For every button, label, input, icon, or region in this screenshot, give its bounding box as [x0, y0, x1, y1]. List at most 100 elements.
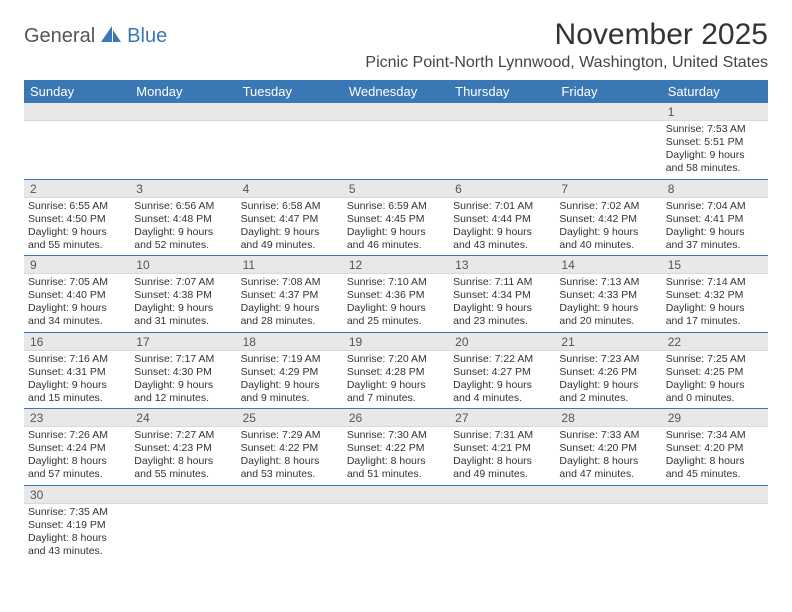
sunset-line: Sunset: 4:47 PM: [241, 213, 339, 226]
day-cell: Sunrise: 7:16 AMSunset: 4:31 PMDaylight:…: [24, 351, 130, 409]
day-cell: [662, 504, 768, 562]
day-cell: Sunrise: 7:05 AMSunset: 4:40 PMDaylight:…: [24, 274, 130, 332]
day-number: 2: [24, 180, 130, 197]
day-number-row: 9101112131415: [24, 256, 768, 274]
day-cell: Sunrise: 7:35 AMSunset: 4:19 PMDaylight:…: [24, 504, 130, 562]
day-number: 3: [130, 180, 236, 197]
daylight-line: Daylight: 8 hours and 49 minutes.: [453, 455, 551, 481]
sunset-line: Sunset: 4:48 PM: [134, 213, 232, 226]
day-number: 7: [555, 180, 661, 197]
daylight-line: Daylight: 9 hours and 0 minutes.: [666, 379, 764, 405]
day-number: 13: [449, 256, 555, 273]
daylight-line: Daylight: 9 hours and 43 minutes.: [453, 226, 551, 252]
day-cell: Sunrise: 7:10 AMSunset: 4:36 PMDaylight:…: [343, 274, 449, 332]
day-cell: Sunrise: 7:13 AMSunset: 4:33 PMDaylight:…: [555, 274, 661, 332]
sunrise-line: Sunrise: 6:59 AM: [347, 200, 445, 213]
sunset-line: Sunset: 4:28 PM: [347, 366, 445, 379]
day-cell: [343, 504, 449, 562]
day-number: 14: [555, 256, 661, 273]
day-number: 15: [662, 256, 768, 273]
sunset-line: Sunset: 4:29 PM: [241, 366, 339, 379]
weekday-label: Thursday: [449, 80, 555, 103]
weekday-label: Friday: [555, 80, 661, 103]
day-content-row: Sunrise: 7:26 AMSunset: 4:24 PMDaylight:…: [24, 427, 768, 486]
day-cell: Sunrise: 7:29 AMSunset: 4:22 PMDaylight:…: [237, 427, 343, 485]
day-number: [555, 103, 661, 120]
sunrise-line: Sunrise: 7:22 AM: [453, 353, 551, 366]
day-number: [555, 486, 661, 503]
sunset-line: Sunset: 4:24 PM: [28, 442, 126, 455]
day-cell: Sunrise: 6:56 AMSunset: 4:48 PMDaylight:…: [130, 198, 236, 256]
day-number: 21: [555, 333, 661, 350]
sunrise-line: Sunrise: 7:35 AM: [28, 506, 126, 519]
daylight-line: Daylight: 9 hours and 40 minutes.: [559, 226, 657, 252]
daylight-line: Daylight: 9 hours and 49 minutes.: [241, 226, 339, 252]
day-number: 30: [24, 486, 130, 503]
day-content-row: Sunrise: 6:55 AMSunset: 4:50 PMDaylight:…: [24, 198, 768, 257]
day-number: 4: [237, 180, 343, 197]
day-number: [449, 103, 555, 120]
sunset-line: Sunset: 4:40 PM: [28, 289, 126, 302]
sunrise-line: Sunrise: 7:16 AM: [28, 353, 126, 366]
sunrise-line: Sunrise: 7:02 AM: [559, 200, 657, 213]
day-cell: Sunrise: 7:34 AMSunset: 4:20 PMDaylight:…: [662, 427, 768, 485]
sunrise-line: Sunrise: 7:04 AM: [666, 200, 764, 213]
day-number: 20: [449, 333, 555, 350]
sunrise-line: Sunrise: 6:55 AM: [28, 200, 126, 213]
day-cell: Sunrise: 7:53 AMSunset: 5:51 PMDaylight:…: [662, 121, 768, 179]
day-number: [662, 486, 768, 503]
sunrise-line: Sunrise: 6:58 AM: [241, 200, 339, 213]
daylight-line: Daylight: 9 hours and 4 minutes.: [453, 379, 551, 405]
weekday-label: Tuesday: [237, 80, 343, 103]
day-number: 18: [237, 333, 343, 350]
sunset-line: Sunset: 4:37 PM: [241, 289, 339, 302]
day-number-row: 2345678: [24, 180, 768, 198]
day-number: 22: [662, 333, 768, 350]
daylight-line: Daylight: 8 hours and 47 minutes.: [559, 455, 657, 481]
day-content-row: Sunrise: 7:05 AMSunset: 4:40 PMDaylight:…: [24, 274, 768, 333]
month-title: November 2025: [365, 18, 768, 52]
day-content-row: Sunrise: 7:35 AMSunset: 4:19 PMDaylight:…: [24, 504, 768, 562]
sunrise-line: Sunrise: 7:25 AM: [666, 353, 764, 366]
header: General Blue November 2025 Picnic Point-…: [24, 18, 768, 72]
day-number-row: 30: [24, 486, 768, 504]
title-block: November 2025 Picnic Point-North Lynnwoo…: [365, 18, 768, 72]
sunset-line: Sunset: 4:20 PM: [559, 442, 657, 455]
sunset-line: Sunset: 4:30 PM: [134, 366, 232, 379]
weekday-header: SundayMondayTuesdayWednesdayThursdayFrid…: [24, 80, 768, 103]
sunrise-line: Sunrise: 7:10 AM: [347, 276, 445, 289]
calendar-body: 1Sunrise: 7:53 AMSunset: 5:51 PMDaylight…: [24, 103, 768, 561]
logo-text-general: General: [24, 25, 95, 48]
sunrise-line: Sunrise: 7:08 AM: [241, 276, 339, 289]
sunrise-line: Sunrise: 7:20 AM: [347, 353, 445, 366]
daylight-line: Daylight: 9 hours and 15 minutes.: [28, 379, 126, 405]
day-number: 11: [237, 256, 343, 273]
day-cell: Sunrise: 7:01 AMSunset: 4:44 PMDaylight:…: [449, 198, 555, 256]
day-number: [130, 486, 236, 503]
day-cell: Sunrise: 7:27 AMSunset: 4:23 PMDaylight:…: [130, 427, 236, 485]
daylight-line: Daylight: 9 hours and 25 minutes.: [347, 302, 445, 328]
day-cell: Sunrise: 6:55 AMSunset: 4:50 PMDaylight:…: [24, 198, 130, 256]
day-content-row: Sunrise: 7:16 AMSunset: 4:31 PMDaylight:…: [24, 351, 768, 410]
day-number: [130, 103, 236, 120]
day-number: 28: [555, 409, 661, 426]
day-cell: [449, 504, 555, 562]
sunset-line: Sunset: 4:34 PM: [453, 289, 551, 302]
daylight-line: Daylight: 9 hours and 46 minutes.: [347, 226, 445, 252]
day-cell: Sunrise: 7:08 AMSunset: 4:37 PMDaylight:…: [237, 274, 343, 332]
sunset-line: Sunset: 4:20 PM: [666, 442, 764, 455]
day-number-row: 1: [24, 103, 768, 121]
sunrise-line: Sunrise: 7:13 AM: [559, 276, 657, 289]
day-cell: Sunrise: 7:22 AMSunset: 4:27 PMDaylight:…: [449, 351, 555, 409]
sunrise-line: Sunrise: 7:30 AM: [347, 429, 445, 442]
day-content-row: Sunrise: 7:53 AMSunset: 5:51 PMDaylight:…: [24, 121, 768, 180]
sunrise-line: Sunrise: 7:34 AM: [666, 429, 764, 442]
sunrise-line: Sunrise: 7:11 AM: [453, 276, 551, 289]
day-number: [237, 486, 343, 503]
sunrise-line: Sunrise: 7:23 AM: [559, 353, 657, 366]
sunrise-line: Sunrise: 7:19 AM: [241, 353, 339, 366]
sunset-line: Sunset: 4:45 PM: [347, 213, 445, 226]
daylight-line: Daylight: 9 hours and 28 minutes.: [241, 302, 339, 328]
day-number: 16: [24, 333, 130, 350]
day-cell: [237, 121, 343, 179]
